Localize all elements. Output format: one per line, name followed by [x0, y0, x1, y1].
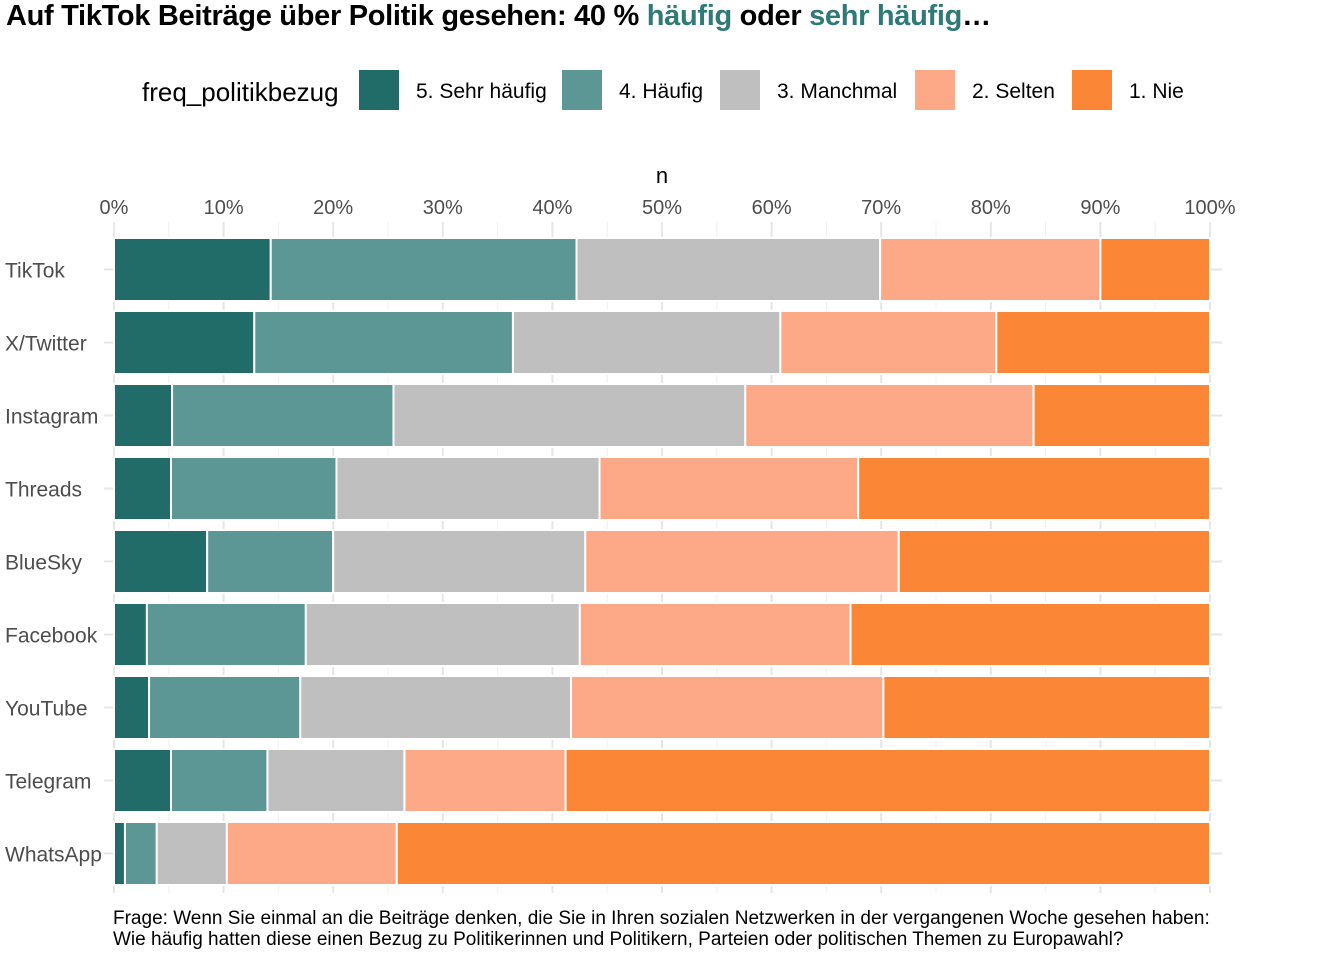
bar-segment [744, 383, 1035, 448]
y-tick-label: TikTok [5, 260, 65, 283]
legend-label: 1. Nie [1129, 80, 1184, 103]
bar-segment [169, 748, 269, 813]
bar-segment [145, 602, 307, 667]
bar-segment [253, 310, 514, 375]
bar-segment [169, 456, 338, 521]
x-tick-label: 100% [1184, 197, 1235, 219]
legend-label: 3. Manchmal [777, 80, 897, 103]
title-suffix: … [962, 0, 991, 32]
bar-segment [155, 821, 228, 886]
bar-segment [206, 529, 335, 594]
chart-title: Auf TikTok Beiträge über Politik gesehen… [6, 0, 991, 33]
x-axis-label: n [656, 163, 668, 188]
x-tick-label: 80% [971, 197, 1011, 219]
bar-segment [113, 529, 209, 594]
bar-segment [113, 456, 172, 521]
bar-segment [879, 237, 1102, 302]
x-tick-label: 30% [423, 197, 463, 219]
bar-segment [113, 237, 272, 302]
x-tick-label: 0% [100, 197, 129, 219]
x-tick-label: 20% [313, 197, 353, 219]
title-highlight-sehr-haeufig: sehr häufig [809, 0, 963, 32]
bar-segment [113, 310, 256, 375]
bar-segment [113, 821, 126, 886]
bar-segment [113, 675, 151, 740]
bar-segment [564, 748, 1211, 813]
y-tick-label: X/Twitter [5, 333, 87, 356]
y-tick-label: BlueSky [5, 552, 83, 575]
legend-key [915, 70, 955, 110]
legend-label: 2. Selten [972, 80, 1055, 103]
x-tick-label: 40% [532, 197, 572, 219]
y-tick-label: Threads [5, 479, 82, 502]
x-tick-labels: 0% 10% 20% 30% 40% 50% 60% 70% 80% 90% 100% [100, 197, 1236, 219]
bar-segment [269, 237, 578, 302]
y-tick-label: WhatsApp [5, 844, 102, 867]
y-tick-label: Facebook [5, 625, 98, 648]
x-tick-label: 70% [861, 197, 901, 219]
legend-label: 5. Sehr häufig [416, 80, 547, 103]
legend-key [720, 70, 760, 110]
legend-key [1072, 70, 1112, 110]
bar-segment [148, 675, 302, 740]
bar-segment [897, 529, 1212, 594]
bar-segment [335, 456, 601, 521]
legend: freq_politikbezug 5. Sehr häufig 4. Häufi… [142, 70, 1184, 110]
bar-segment [113, 383, 174, 448]
bar-segment [123, 821, 158, 886]
bar-segment [598, 456, 860, 521]
stacked-bar-chart: freq_politikbezug 5. Sehr häufig 4. Häufi… [5, 70, 1236, 893]
bar-segment [1099, 237, 1212, 302]
bar-segment [578, 602, 852, 667]
bar-segment [392, 383, 747, 448]
question-caption: Frage: Wenn Sie einmal an die Beiträge d… [113, 908, 1210, 950]
bar-segment [511, 310, 782, 375]
legend-title: freq_politikbezug [142, 77, 339, 107]
y-tick-label: YouTube [5, 698, 88, 721]
bar-segment [779, 310, 998, 375]
bar-segment [584, 529, 900, 594]
bar-segment [1032, 383, 1211, 448]
bar-segment [171, 383, 395, 448]
legend-key [562, 70, 602, 110]
bar-segment [113, 602, 148, 667]
bar-segment [332, 529, 587, 594]
bar-segment [857, 456, 1212, 521]
bar-segment [882, 675, 1212, 740]
bar-segment [403, 748, 567, 813]
y-tick-label: Telegram [5, 771, 91, 794]
title-prefix: Auf TikTok Beiträge über Politik gesehen… [6, 0, 647, 32]
bar-segment [995, 310, 1212, 375]
x-tick-label: 90% [1080, 197, 1120, 219]
title-mid: oder [731, 0, 810, 32]
bar-segment [304, 602, 581, 667]
x-tick-label: 60% [752, 197, 792, 219]
bar-segment [299, 675, 573, 740]
x-tick-label: 50% [642, 197, 682, 219]
bar-segment [575, 237, 882, 302]
legend-label: 4. Häufig [619, 80, 703, 103]
y-tick-labels: TikTok X/Twitter Instagram Threads BlueSky Fa… [5, 260, 102, 867]
x-tick-label: 10% [204, 197, 244, 219]
bar-segment [266, 748, 406, 813]
bar-segment [225, 821, 398, 886]
bars [113, 237, 1212, 886]
bar-segment [395, 821, 1211, 886]
bar-segment [570, 675, 885, 740]
bar-segment [849, 602, 1212, 667]
legend-key [359, 70, 399, 110]
y-tick-label: Instagram [5, 406, 98, 429]
bar-segment [113, 748, 172, 813]
title-highlight-haeufig: häufig [646, 0, 732, 32]
